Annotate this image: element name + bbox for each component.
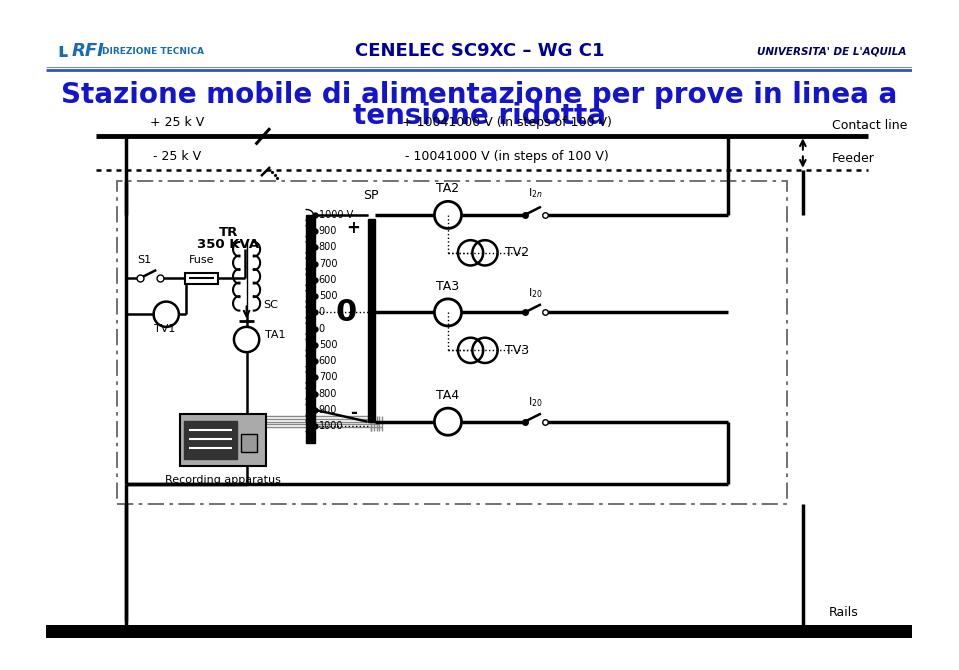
Text: 1000: 1000 [318,421,343,431]
Bar [241,434,257,452]
Text: 1000 V: 1000 V [318,210,353,220]
Bar [184,421,237,459]
Text: 0: 0 [336,298,357,327]
Text: TR: TR [219,226,238,239]
Text: Feeder: Feeder [831,152,875,165]
Text: + 10041000 V (in steps of 100 V): + 10041000 V (in steps of 100 V) [402,116,612,129]
Text: SP: SP [363,189,379,202]
Bar [367,219,375,421]
Text: TA3: TA3 [436,279,459,293]
Text: Fuse: Fuse [189,255,214,265]
Text: TV2: TV2 [504,247,529,259]
Text: Recording apparatus: Recording apparatus [165,475,281,485]
Text: 700: 700 [318,259,338,269]
Text: 900: 900 [318,405,338,415]
Text: TA4: TA4 [436,389,459,402]
Bar [46,33,912,68]
Text: + 25 k V: + 25 k V [150,116,204,129]
Text: 500: 500 [318,340,338,350]
Text: TV1: TV1 [153,324,175,334]
Text: Contact line: Contact line [831,119,907,132]
Bar [185,273,218,283]
Text: - 10041000 V (in steps of 100 V): - 10041000 V (in steps of 100 V) [405,149,609,163]
Text: ʟ: ʟ [57,42,67,61]
Text: tensione ridotta: tensione ridotta [353,102,606,129]
Bar [306,215,316,444]
Text: - 25 k V: - 25 k V [153,149,201,163]
Bar [46,625,912,637]
Text: TA1: TA1 [265,330,285,340]
Text: 700: 700 [318,373,338,383]
Text: I$_{20}$: I$_{20}$ [528,286,543,299]
Text: 900: 900 [318,226,338,236]
Text: RFI: RFI [71,42,105,60]
Text: 800: 800 [318,389,338,399]
Text: 800: 800 [318,243,338,253]
Text: I$_{20}$: I$_{20}$ [528,395,543,409]
Text: TV3: TV3 [504,344,529,357]
Bar [179,413,266,466]
Text: 600: 600 [318,275,338,285]
Text: UNIVERSITA' DE L'AQUILA: UNIVERSITA' DE L'AQUILA [757,46,906,56]
Text: DIREZIONE TECNICA: DIREZIONE TECNICA [102,47,204,56]
Text: Stazione mobile di alimentazione per prove in linea a: Stazione mobile di alimentazione per pro… [61,81,898,109]
Text: 600: 600 [318,356,338,366]
Text: +: + [346,220,360,237]
Text: 500: 500 [318,291,338,302]
Text: -: - [350,403,357,421]
Text: S1: S1 [137,255,152,265]
Text: 0: 0 [318,308,325,318]
Text: TA2: TA2 [436,182,459,195]
Text: 0: 0 [318,324,325,334]
Text: SC: SC [263,300,278,310]
Text: Rails: Rails [830,606,859,620]
Text: I$_{2n}$: I$_{2n}$ [528,187,543,200]
Text: CENELEC SC9XC – WG C1: CENELEC SC9XC – WG C1 [355,42,604,60]
Text: 350 KVA: 350 KVA [198,239,260,251]
